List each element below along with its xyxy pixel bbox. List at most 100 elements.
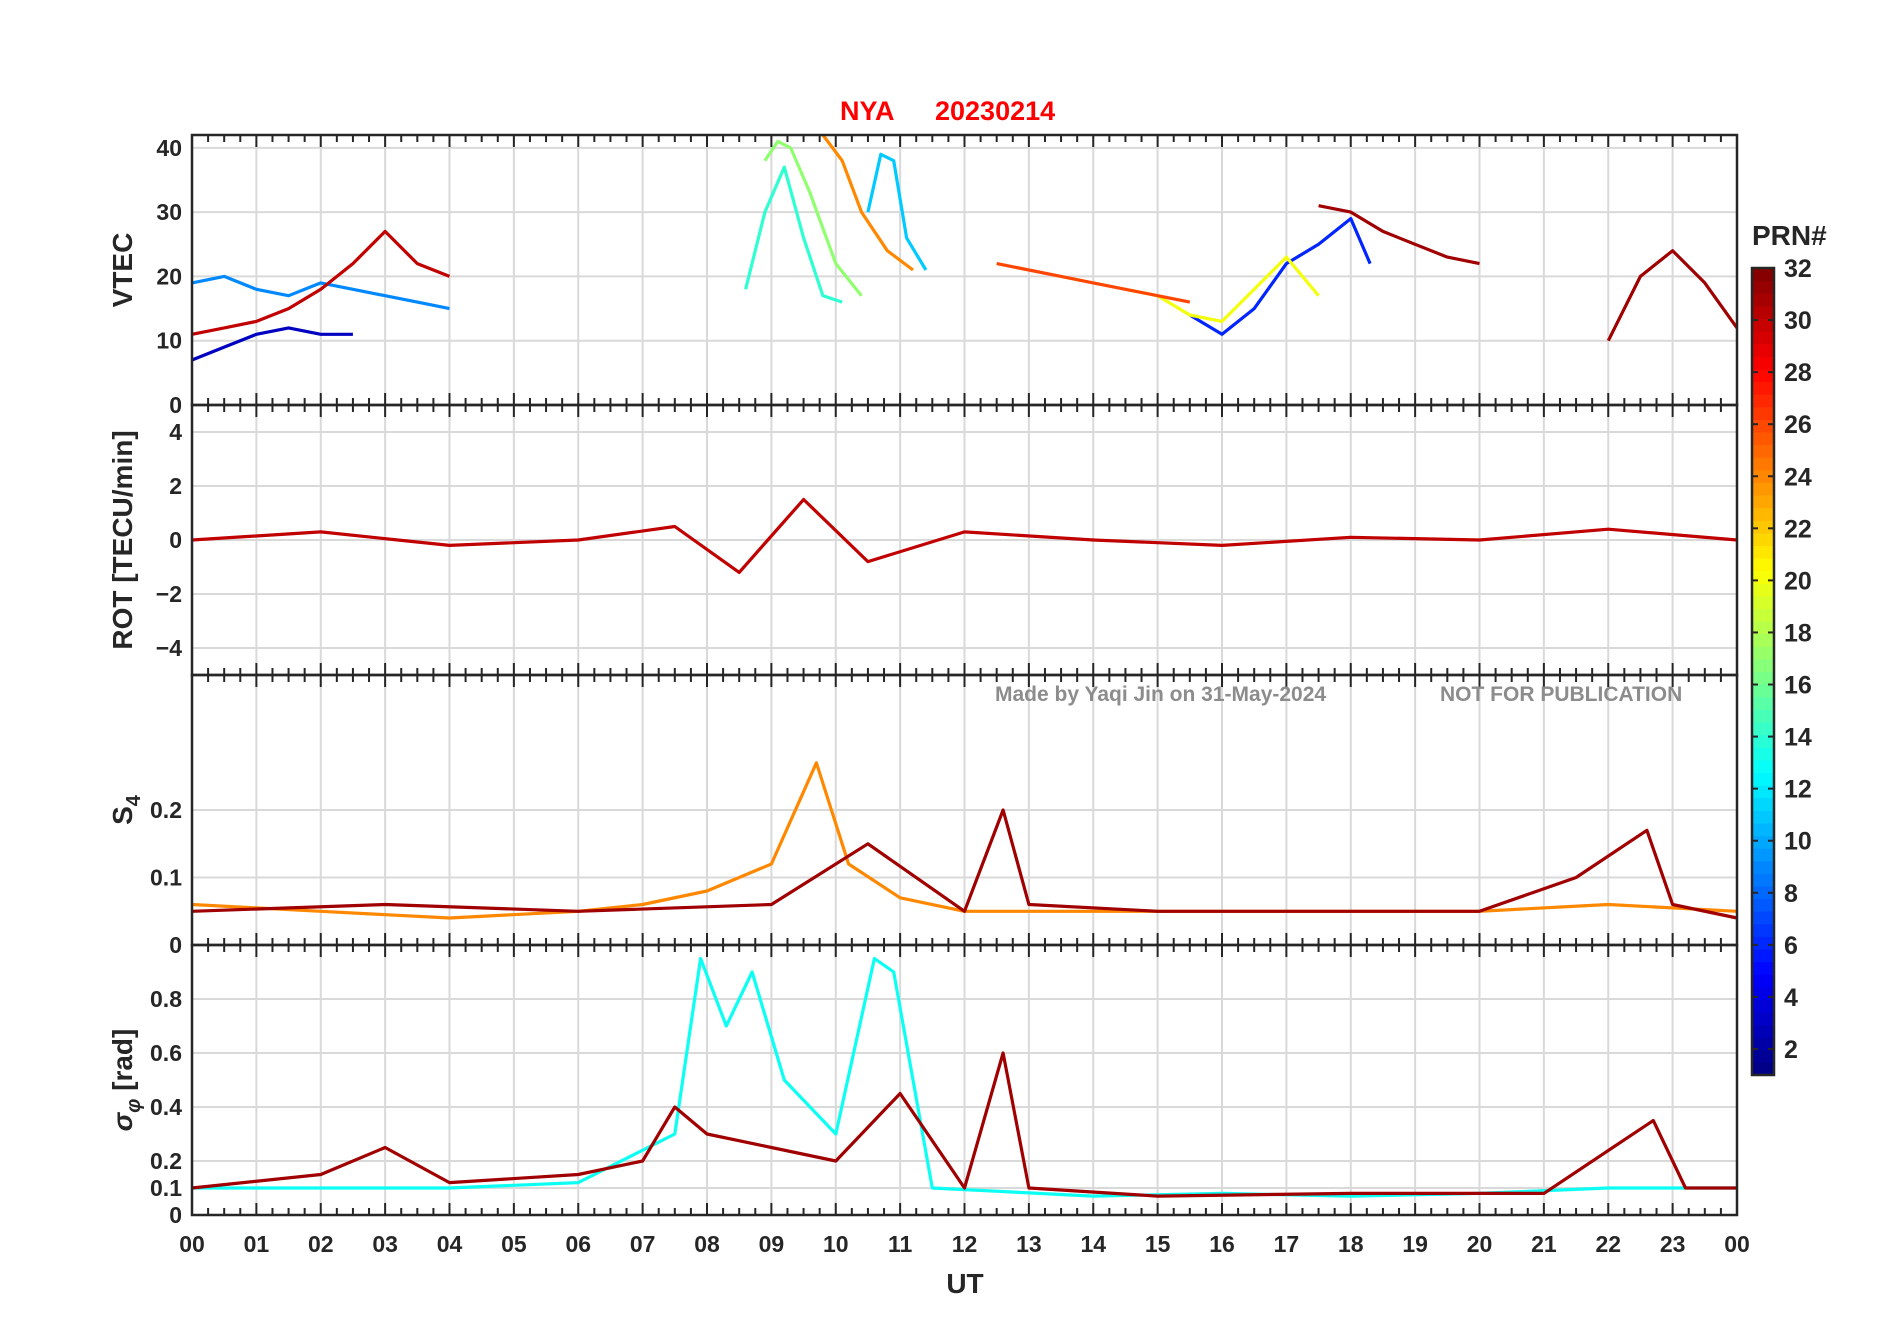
ytick-label: 20	[156, 263, 182, 289]
ytick-label: 0.4	[150, 1094, 182, 1120]
xtick-label: 07	[630, 1231, 656, 1257]
colorbar-tick-label: 24	[1784, 463, 1812, 491]
xtick-label: 17	[1274, 1231, 1300, 1257]
colorbar-swatch	[1752, 381, 1774, 395]
panel-frame	[190, 943, 1739, 1217]
colorbar-tick-label: 22	[1784, 515, 1812, 543]
xaxis-label: UT	[946, 1268, 983, 1299]
colorbar-swatch	[1752, 923, 1774, 937]
colorbar-tick-label: 8	[1784, 880, 1798, 908]
colorbar-swatch	[1752, 911, 1774, 925]
colorbar-label: PRN#	[1752, 220, 1827, 251]
colorbar-swatch	[1752, 343, 1774, 357]
ylabel: σφ [rad]	[107, 1029, 145, 1132]
colorbar-swatch	[1752, 570, 1774, 584]
panel-1: 0 10 20 30 40 VTEC	[107, 133, 1739, 418]
series-line-prn-13	[192, 956, 1737, 1198]
colorbar-swatch	[1752, 293, 1774, 307]
watermark-author: Made by Yaqi Jin on 31-May-2024	[995, 683, 1326, 706]
ytick-label: 30	[156, 199, 182, 225]
xtick-label: 13	[1016, 1231, 1042, 1257]
xtick-label: 11	[888, 1231, 913, 1257]
colorbar-swatch	[1752, 986, 1774, 1000]
colorbar-swatch	[1752, 784, 1774, 799]
colorbar-swatch	[1752, 1049, 1774, 1063]
watermark-notice: NOT FOR PUBLICATION	[1440, 683, 1682, 706]
ytick-label: 0.2	[150, 1148, 182, 1174]
ylabel: ROT [TECU/min]	[107, 430, 138, 649]
colorbar-tick-label: 10	[1784, 828, 1812, 856]
ytick-label: 0	[169, 1202, 182, 1228]
ytick-label: 10	[156, 328, 182, 354]
colorbar-swatch	[1752, 368, 1774, 383]
title-date: 20230214	[935, 96, 1055, 126]
xtick-label: 19	[1402, 1231, 1428, 1257]
colorbar-tick-label: 32	[1784, 255, 1812, 283]
colorbar-swatch	[1752, 545, 1774, 559]
series-line-prn-14	[744, 165, 843, 304]
xtick-label: 00	[179, 1231, 205, 1257]
colorbar-swatch	[1752, 444, 1774, 458]
colorbar-swatch	[1752, 520, 1774, 534]
colorbar-swatch	[1752, 457, 1774, 471]
colorbar-swatch	[1752, 772, 1774, 786]
colorbar-tick-label: 28	[1784, 359, 1812, 387]
colorbar-tick-label: 30	[1784, 307, 1812, 335]
colorbar-swatch	[1752, 961, 1774, 975]
colorbar-swatch	[1752, 684, 1774, 698]
ylabel-subscript: φ	[123, 1099, 145, 1113]
colorbar-swatch	[1752, 482, 1774, 496]
colorbar-swatch	[1752, 1011, 1774, 1026]
colorbar-swatch	[1752, 419, 1774, 433]
colorbar-swatch	[1752, 1037, 1774, 1051]
colorbar-swatch	[1752, 305, 1774, 320]
series-line-prn-17	[763, 139, 863, 297]
series-line-prn-9	[191, 274, 450, 311]
series-line-prn-31	[1318, 204, 1480, 266]
xtick-label: 22	[1595, 1231, 1621, 1257]
colorbar-swatch	[1752, 608, 1774, 622]
ytick-label: 2	[169, 473, 182, 499]
ytick-label: 0	[169, 527, 182, 553]
colorbar-swatch	[1752, 658, 1774, 673]
series-line-prn-30	[191, 229, 451, 336]
xtick-label: 06	[565, 1231, 591, 1257]
xtick-label: 16	[1209, 1231, 1235, 1257]
xtick-label: 04	[437, 1231, 463, 1257]
xtick-label: 14	[1080, 1231, 1106, 1257]
panel-4: 00.10.20.40.60.8σφ [rad]	[107, 943, 1739, 1228]
series-line-prn-26	[996, 262, 1191, 304]
ytick-label: −2	[156, 581, 182, 607]
xtick-label: 10	[823, 1231, 849, 1257]
xtick-label: 15	[1145, 1231, 1171, 1257]
ylabel-unit: [rad]	[107, 1029, 138, 1099]
colorbar-tick-label: 16	[1784, 672, 1812, 700]
colorbar-swatch	[1752, 873, 1774, 887]
xtick-label: 08	[694, 1231, 720, 1257]
colorbar-swatch	[1752, 709, 1774, 723]
ytick-label: 0.6	[150, 1040, 182, 1066]
ytick-label: −4	[156, 635, 182, 661]
colorbar-tick-label: 14	[1784, 724, 1812, 752]
colorbar-swatch	[1752, 835, 1774, 849]
ytick-label: 0	[169, 932, 182, 958]
colorbar-swatch	[1752, 797, 1774, 811]
xtick-label: 05	[501, 1231, 527, 1257]
colorbar-swatch	[1752, 280, 1774, 294]
colorbar-tick-label: 18	[1784, 619, 1812, 647]
colorbar-swatch	[1752, 331, 1774, 345]
xtick-label: 09	[759, 1231, 785, 1257]
xtick-label: 20	[1467, 1231, 1493, 1257]
ytick-label: 0	[169, 392, 182, 418]
series-line-prn-24	[821, 134, 914, 272]
colorbar-swatch	[1752, 268, 1774, 282]
colorbar-tick-label: 4	[1784, 984, 1798, 1012]
ytick-label: 40	[156, 135, 182, 161]
xtick-label: 03	[372, 1231, 398, 1257]
colorbar-swatch	[1752, 633, 1774, 647]
colorbar-swatch	[1752, 318, 1774, 332]
colorbar-swatch	[1752, 759, 1774, 773]
series-line-prn-11	[866, 152, 928, 271]
colorbar-swatch	[1752, 999, 1774, 1013]
